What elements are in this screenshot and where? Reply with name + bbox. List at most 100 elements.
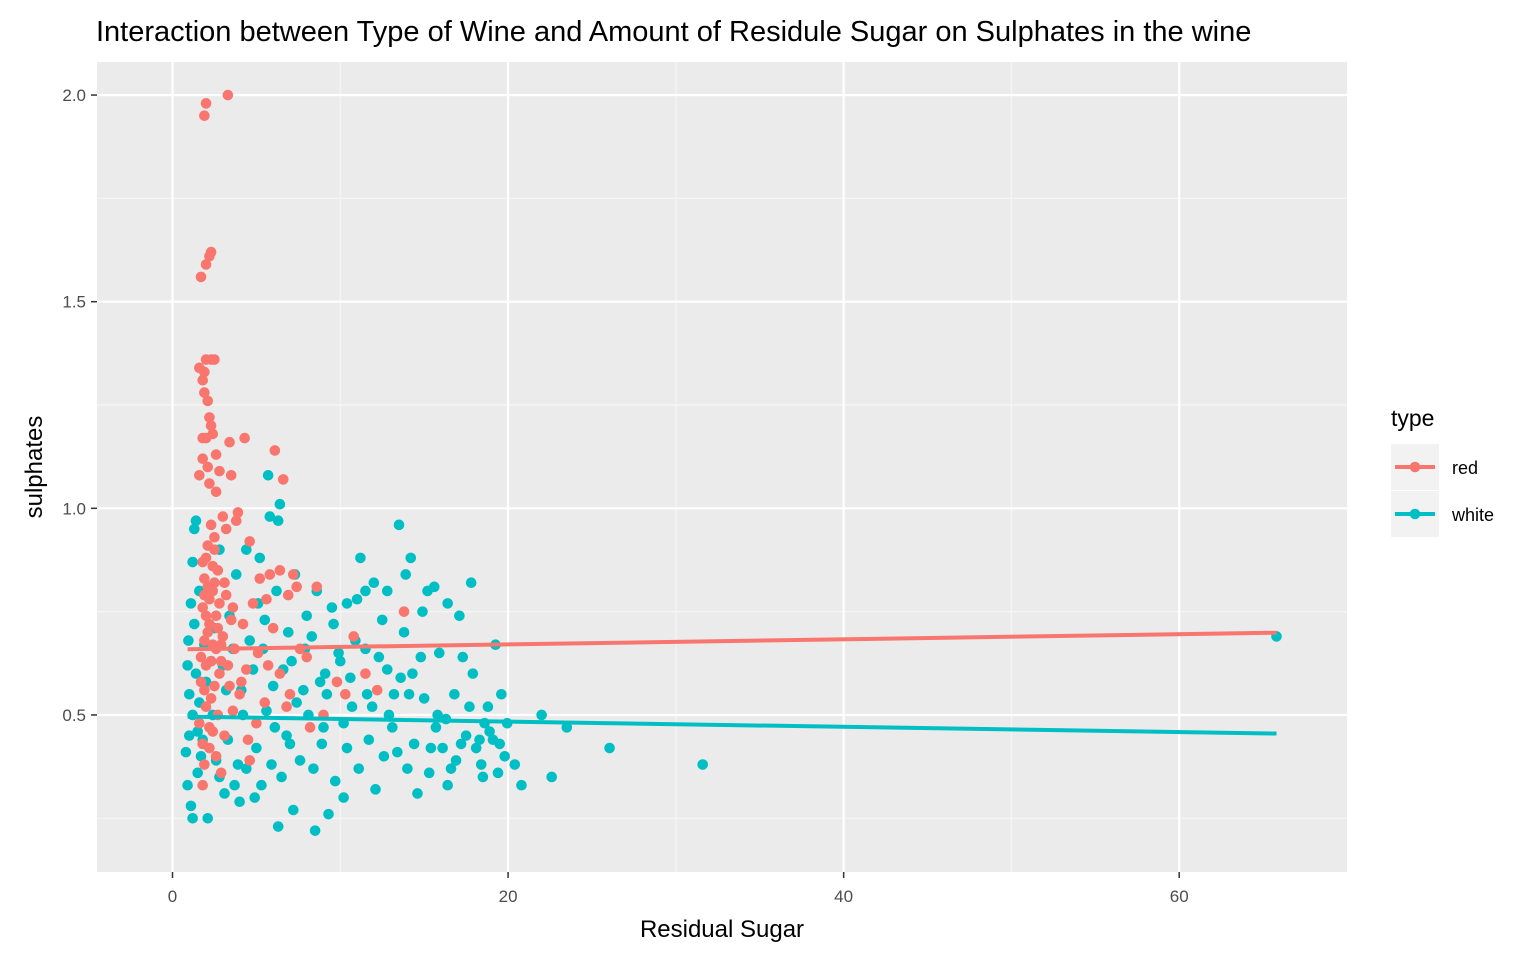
scatter-point-white [516,779,527,791]
scatter-point-white [398,627,410,638]
scatter-point-red [241,664,252,675]
scatter-point-red [244,755,255,766]
scatter-point-white [267,680,279,692]
scatter-point-white [425,742,437,754]
scatter-point-white [400,569,412,580]
scatter-point-white [333,647,344,659]
scatter-point-white [230,569,242,580]
scatter-point-red [214,668,225,679]
scatter-point-red [222,89,234,101]
scatter-point-white [496,688,507,700]
scatter-point-red [254,573,266,584]
scatter-point-white [182,660,193,671]
scatter-point-red [371,684,383,696]
scatter-point-red [209,680,220,692]
y-axis-title: sulphates [21,416,48,519]
scatter-point-white [192,767,203,779]
scatter-point-white [185,598,197,609]
scatter-point-white [187,812,198,824]
legend-title: type [1391,405,1434,431]
scatter-point-white [241,763,252,774]
scatter-point-red [205,693,217,704]
scatter-point-white [360,585,371,597]
scatter-point-white [422,585,433,597]
scatter-point-red [210,486,222,498]
scatter-point-red [202,627,214,638]
points-layer [180,89,1282,836]
scatter-point-red [267,622,279,634]
scatter-point-white [437,742,448,754]
scatter-point-red [224,680,235,692]
scatter-point-white [318,722,329,733]
scatter-point-white [408,738,420,750]
scatter-point-white [376,614,388,626]
scatter-point-white [423,767,435,779]
scatter-point-white [308,763,319,774]
scatter-point-white [264,511,276,522]
scatter-point-white [402,763,413,774]
scatter-point-white [319,668,331,679]
scatter-point-white [276,771,287,783]
scatter-point-red [200,610,212,622]
scatter-point-red [194,717,205,729]
scatter-point-red [199,366,210,378]
scatter-point-red [264,569,276,580]
scatter-point-white [417,606,428,617]
scatter-point-white [341,598,353,609]
x-axis-title: Residual Sugar [640,916,804,943]
scatter-point-white [460,730,472,741]
scatter-point-white [314,676,326,688]
scatter-point-white [370,784,381,795]
scatter-point-white [430,722,442,733]
scatter-point-red [225,469,237,481]
scatter-point-red [197,453,209,465]
scatter-point-white [492,767,504,779]
scatter-point-white [294,755,306,766]
scatter-point-red [210,750,222,762]
scatter-point-white [351,593,363,605]
scatter-point-red [244,536,255,547]
scatter-point-white [368,577,380,589]
scatter-point-white [328,618,339,630]
scatter-point-white [561,722,573,733]
scatter-point-red [348,631,360,642]
scatter-point-white [316,738,328,750]
scatter-point-red [202,581,214,593]
scatter-point-white [387,722,398,733]
scatter-point-red [242,734,254,746]
scatter-point-red [199,635,210,646]
legend-label-red: red [1452,458,1478,478]
scatter-point-white [259,614,271,626]
scatter-point-white [403,688,415,700]
scatter-point-red [204,742,215,754]
scatter-point-red [237,618,249,630]
scatter-point-white [477,771,489,783]
x-axis: 0 20 40 60 [168,872,1189,906]
legend-point-red [1409,461,1421,473]
scatter-point-white [604,742,615,754]
scatter-point-white [465,577,477,589]
scatter-point-white [475,759,487,770]
scatter-point-white [346,701,358,712]
scatter-point-white [470,742,482,754]
scatter-point-white [232,759,244,770]
scatter-point-white [383,709,395,721]
scatter-point-red [195,676,207,688]
scatter-point-red [230,515,242,527]
scatter-point-red [197,602,209,613]
scatter-point-red [195,651,207,663]
scatter-point-white [183,730,195,741]
scatter-point-red [291,581,302,593]
y-tick-label: 0.5 [62,706,86,725]
scatter-point-red [311,581,323,593]
scatter-point-white [271,585,282,597]
x-tick-label: 20 [499,887,518,906]
scatter-point-white [381,664,393,675]
scatter-point-red [340,688,351,700]
plot-panel [97,62,1347,872]
scatter-point-white [219,788,230,799]
scatter-point-white [281,730,292,741]
scatter-point-white [449,688,460,700]
fit-line-red [187,630,1277,652]
